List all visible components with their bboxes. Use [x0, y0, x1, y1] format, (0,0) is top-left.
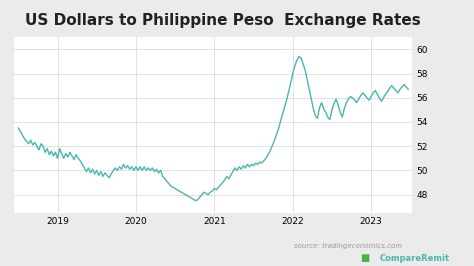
Text: CompareRemit: CompareRemit [379, 254, 449, 263]
Text: ■: ■ [360, 253, 370, 263]
Text: US Dollars to Philippine Peso  Exchange Rates: US Dollars to Philippine Peso Exchange R… [25, 13, 420, 28]
Text: source: tradingeconomics.com: source: tradingeconomics.com [294, 243, 402, 249]
